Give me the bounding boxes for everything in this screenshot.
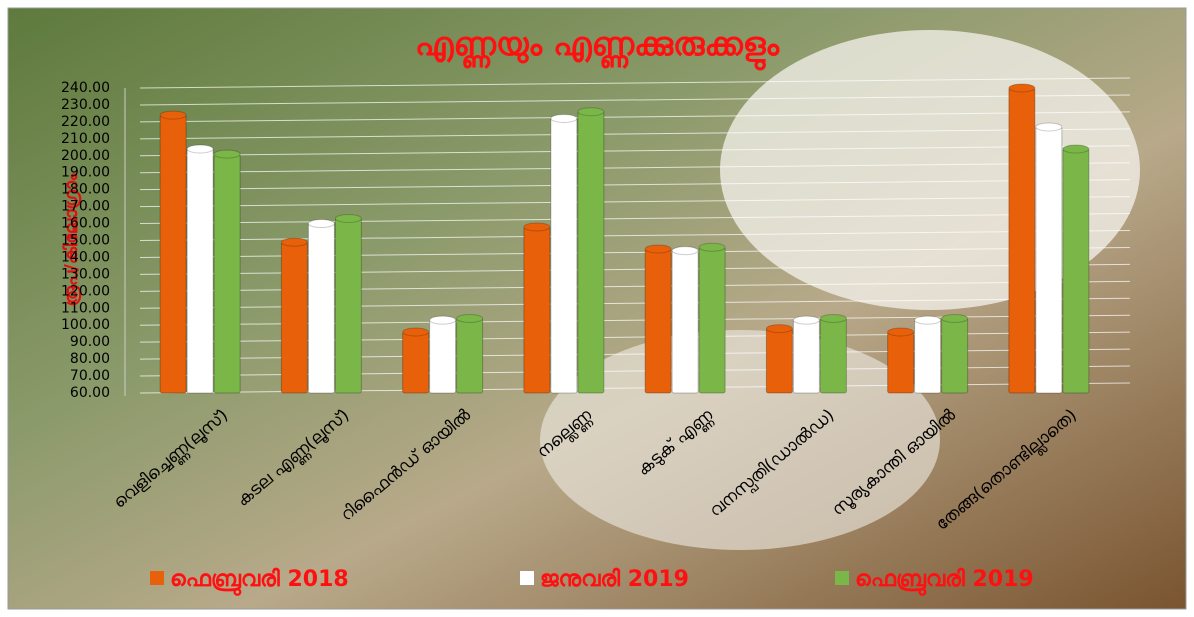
y-tick-label: 110.00: [61, 300, 110, 316]
bar: [577, 111, 605, 394]
y-tick-label: 220.00: [61, 114, 110, 130]
bar-top: [671, 246, 699, 256]
bar: [402, 331, 430, 394]
y-tick-label: 130.00: [61, 266, 110, 282]
bar: [819, 317, 847, 394]
bar: [213, 153, 241, 394]
bar: [698, 246, 726, 394]
bar-top: [523, 222, 551, 232]
bar-top: [914, 315, 942, 325]
bar-top: [1062, 144, 1090, 154]
bar-top: [402, 327, 430, 337]
legend-label: ഫെബ്രുവരി 2019: [855, 567, 1034, 597]
bar: [1062, 148, 1090, 394]
bar-top: [429, 315, 457, 325]
y-tick-label: 210.00: [61, 131, 110, 147]
bar-top: [792, 315, 820, 325]
bar-top: [456, 313, 484, 323]
bar: [429, 319, 457, 394]
bar-top: [941, 313, 969, 323]
bar: [159, 114, 187, 394]
bar: [765, 328, 793, 394]
bar-top: [280, 237, 308, 247]
bar: [334, 217, 362, 394]
y-tick-label: 190.00: [61, 165, 110, 181]
bar: [1035, 126, 1063, 394]
y-tick-label: 140.00: [61, 249, 110, 265]
bar-top: [819, 313, 847, 323]
bar-top: [159, 110, 187, 120]
y-tick-label: 240.00: [61, 80, 110, 96]
legend-label: ഫെബ്രുവരി 2018: [170, 567, 349, 597]
y-tick-label: 60.00: [70, 385, 110, 401]
bar: [941, 317, 969, 394]
y-tick-label: 80.00: [70, 351, 110, 367]
bar: [456, 317, 484, 394]
grid-line: [139, 196, 1131, 208]
grid-line: [139, 162, 1131, 174]
grid-line: [139, 145, 1131, 157]
bar: [307, 223, 335, 394]
y-tick-label: 180.00: [61, 182, 110, 198]
y-tick-label: 100.00: [61, 317, 110, 333]
bar: [523, 226, 551, 394]
bar: [792, 319, 820, 394]
grid-line: [139, 179, 1131, 191]
grid-line: [139, 77, 1131, 89]
bar: [671, 250, 699, 394]
y-tick-label: 120.00: [61, 283, 110, 299]
bar: [186, 148, 214, 394]
legend-swatch: [520, 571, 534, 585]
bar-top: [887, 327, 915, 337]
bar-top: [644, 244, 672, 254]
grid-line: [139, 111, 1131, 123]
y-tick-label: 230.00: [61, 97, 110, 113]
coconut-shape: [720, 30, 1140, 310]
legend-swatch: [835, 571, 849, 585]
bar: [644, 248, 672, 394]
legend-label: ജനുവരി 2019: [540, 567, 689, 592]
bar-top: [213, 149, 241, 159]
y-tick-label: 200.00: [61, 148, 110, 164]
y-tick-label: 150.00: [61, 233, 110, 249]
grid-line: [139, 128, 1131, 140]
bar: [914, 319, 942, 394]
bar-top: [765, 324, 793, 334]
y-tick-label: 70.00: [70, 368, 110, 384]
bar: [280, 241, 308, 394]
legend-swatch: [150, 571, 164, 585]
y-tick-label: 90.00: [70, 334, 110, 350]
bar-top: [550, 114, 578, 123]
bar: [887, 331, 915, 394]
bar-top: [307, 219, 335, 229]
grid-line: [139, 230, 1131, 241]
bar: [550, 118, 578, 394]
bar-top: [1008, 83, 1036, 93]
y-tick-label: 170.00: [61, 199, 110, 215]
bar-top: [334, 213, 362, 223]
bar-top: [186, 144, 214, 154]
y-axis-label: രൂപ/കിലോഗ്രാം: [61, 173, 82, 306]
grid-line: [139, 94, 1131, 106]
grid-line: [139, 213, 1131, 225]
bar-top: [577, 107, 605, 117]
bar-top: [698, 242, 726, 252]
y-tick-label: 160.00: [61, 216, 110, 232]
bar: [1008, 87, 1036, 394]
bar-top: [1035, 122, 1063, 132]
